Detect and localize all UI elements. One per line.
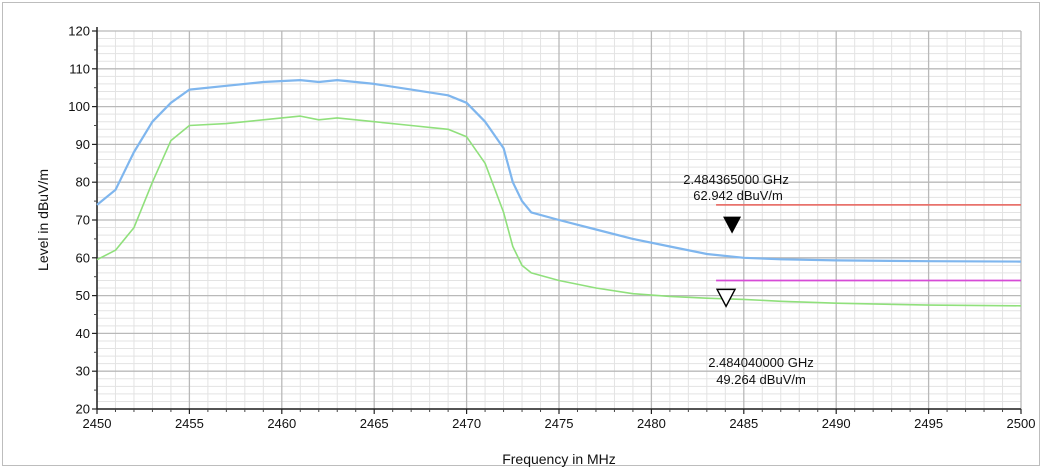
y-tick-label: 70 <box>76 213 90 228</box>
x-tick-label: 2465 <box>360 416 389 431</box>
x-axis-title: Frequency in MHz <box>502 451 616 467</box>
y-tick-label: 30 <box>76 364 90 379</box>
x-tick-label: 2490 <box>822 416 851 431</box>
y-tick-label: 100 <box>68 99 90 114</box>
y-tick-label: 110 <box>69 61 90 76</box>
marker-1-level-label: 62.942 dBuV/m <box>693 188 783 203</box>
y-tick-label: 120 <box>68 24 90 39</box>
y-tick-label: 80 <box>76 175 90 190</box>
marker-2-level-label: 49.264 dBuV/m <box>716 372 806 387</box>
limit-lines <box>716 203 1021 282</box>
series-line-2 <box>96 115 1022 307</box>
series-group <box>96 78 1022 307</box>
x-tick-label: 2475 <box>545 416 574 431</box>
marker-2-hollow-triangle <box>715 288 737 308</box>
axes <box>92 27 1022 414</box>
x-tick-label: 2460 <box>267 416 296 431</box>
x-tick-label: 2470 <box>452 416 481 431</box>
y-tick-label: 90 <box>76 137 90 152</box>
tick-labels: 2450 2455 2460 2465 2470 2475 2480 2485 2490 2495… <box>68 24 1035 432</box>
y-tick-label: 60 <box>76 250 90 265</box>
y-tick-label: 50 <box>76 288 90 303</box>
y-axis-title: Level in dBuV/m <box>35 169 51 271</box>
marker-1-frequency-label: 2.484365000 GHz <box>683 172 789 187</box>
grid <box>96 30 1022 410</box>
x-tick-label: 2455 <box>175 416 204 431</box>
x-tick-label: 2500 <box>1007 416 1036 431</box>
x-tick-label: 2450 <box>83 416 112 431</box>
marker-1-filled-triangle <box>723 216 742 234</box>
marker-2-frequency-label: 2.484040000 GHz <box>708 355 814 370</box>
y-tick-label: 40 <box>76 326 90 341</box>
y-tick-label: 20 <box>76 402 90 417</box>
series-line-1 <box>96 78 1022 263</box>
x-tick-label: 2485 <box>729 416 758 431</box>
x-tick-label: 2495 <box>914 416 943 431</box>
x-tick-label: 2480 <box>637 416 666 431</box>
chart-svg: 2450 2455 2460 2465 2470 2475 2480 2485 2490 2495… <box>35 24 1035 468</box>
